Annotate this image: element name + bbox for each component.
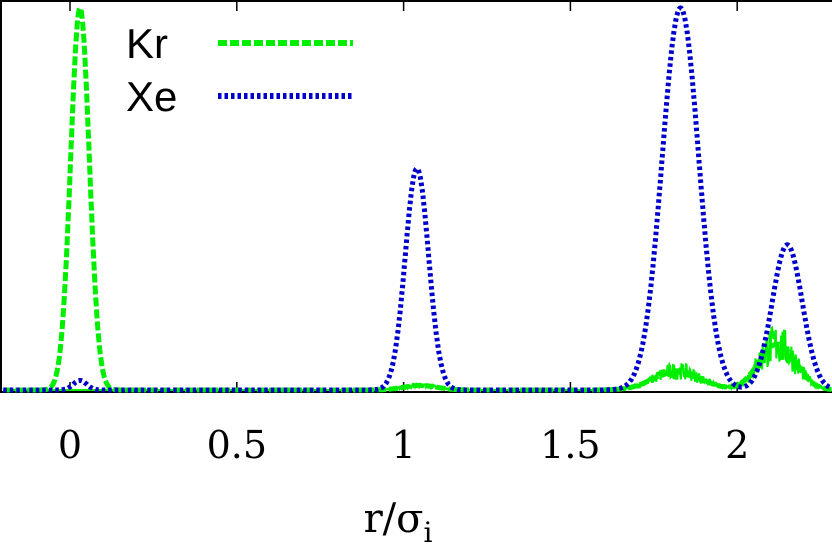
x-axis-label-main: r/σ <box>364 496 424 542</box>
x-tick-label-3: 1.5 <box>540 423 600 467</box>
x-ticks <box>69 1 738 392</box>
x-tick-label-2: 1 <box>392 423 416 467</box>
x-tick-label-0: 0 <box>58 423 82 467</box>
legend-label-kr: Kr <box>126 20 168 67</box>
series-layer <box>3 4 832 393</box>
series-line-xe <box>3 5 832 393</box>
legend: Kr Xe <box>126 20 353 120</box>
plot-frame <box>0 0 832 393</box>
x-tick-label-1: 0.5 <box>207 423 267 467</box>
x-tick-labels: 0 0.5 1 1.5 2 <box>58 423 749 467</box>
x-axis-label-subscript: i <box>423 516 432 549</box>
x-axis-label: r/σi <box>364 496 433 549</box>
legend-label-xe: Xe <box>126 73 177 120</box>
x-tick-label-4: 2 <box>725 423 749 467</box>
